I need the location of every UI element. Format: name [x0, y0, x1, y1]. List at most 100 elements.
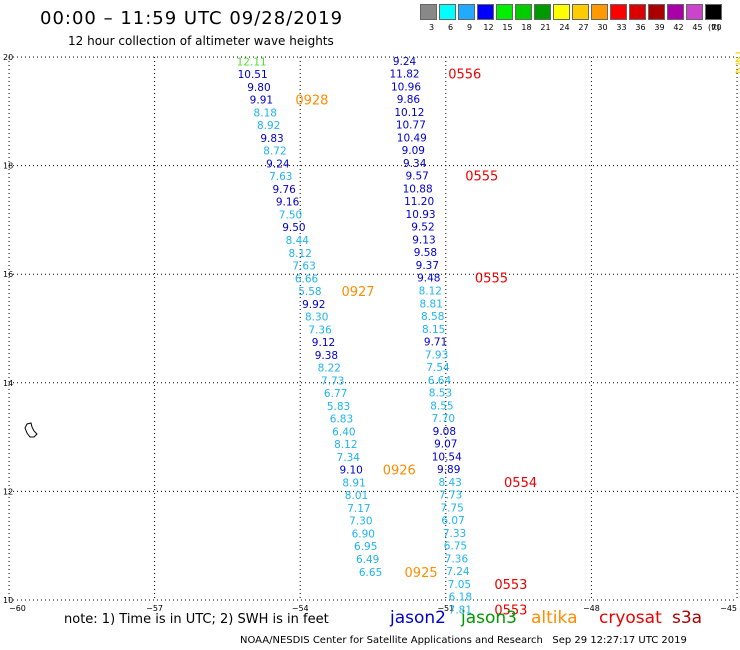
wave-height-value: 9.83 [260, 133, 283, 145]
legend-item-jason3: jason3 [461, 608, 517, 628]
wave-height-value: 8.12 [419, 285, 442, 297]
x-tick-label: −54 [292, 604, 309, 613]
wave-height-value: 7.63 [292, 261, 315, 273]
wave-height-value: 7.54 [426, 362, 450, 374]
scale-label: 18 [521, 23, 532, 32]
wave-height-value: 5.83 [327, 401, 350, 413]
wave-height-value: 9.52 [411, 222, 434, 234]
wave-height-value: 7.50 [279, 209, 302, 221]
pass-label: 0927 [341, 285, 374, 300]
wave-height-value: 7.34 [337, 452, 361, 464]
scale-swatch [534, 4, 551, 20]
scale-swatch [705, 4, 722, 20]
y-tick-label: 12 [3, 487, 13, 496]
wave-height-value: 6.66 [295, 273, 319, 285]
wave-height-value: 8.12 [289, 248, 312, 260]
wave-height-value: 6.65 [359, 567, 382, 579]
wave-height-value: 9.24 [393, 56, 417, 68]
pass-labels: 0928 0927 0926 0925 0556 0555 0555 0554 0553 0553… [295, 51, 740, 619]
wave-height-value: 10.49 [397, 132, 427, 144]
wave-height-value: 9.57 [405, 171, 428, 183]
wave-height-value: 7.70 [432, 413, 455, 425]
grid-lines [8, 56, 738, 601]
pass-label: 0554 [504, 476, 537, 491]
scale-label: 24 [559, 23, 570, 32]
wave-height-value: 9.34 [403, 158, 427, 170]
wave-height-value: 6.90 [352, 528, 375, 540]
wave-height-value: 7.81 [449, 605, 472, 617]
wave-height-value: 9.58 [414, 247, 437, 259]
pass-label: 21 [735, 51, 740, 66]
wave-height-value: 7.33 [443, 528, 466, 540]
scale-label: 30 [597, 23, 608, 32]
color-scale-unit: (ft) [708, 23, 721, 32]
wave-height-value: 9.12 [312, 337, 335, 349]
wave-height-value: 8.53 [429, 388, 452, 400]
wave-height-value: 9.71 [424, 337, 447, 349]
pass-label: 0925 [405, 566, 438, 581]
scale-label: 39 [654, 23, 665, 32]
scale-swatch [458, 4, 475, 20]
data-points: 12.1110.519.809.918.188.929.838.729.247.… [237, 56, 472, 617]
y-tick-label: 18 [3, 162, 13, 171]
pass-label: 0555 [465, 170, 498, 185]
wave-height-value: 7.73 [321, 375, 344, 387]
wave-height-value: 6.77 [324, 388, 347, 400]
wave-height-value: 9.48 [417, 273, 440, 285]
wave-height-value: 8.12 [334, 439, 357, 451]
wave-height-value: 6.64 [428, 375, 452, 387]
wave-height-value: 11.82 [390, 69, 420, 81]
credit-line: NOAA/NESDIS Center for Satellite Applica… [240, 635, 687, 646]
chart-title: 00:00 – 11:59 UTC 09/28/2019 [40, 8, 344, 29]
y-tick-label: 10 [3, 596, 13, 605]
wave-height-value: 7.93 [425, 349, 448, 361]
scale-swatch [648, 4, 665, 20]
pass-label: 0926 [383, 464, 416, 479]
scale-swatch [515, 4, 532, 20]
x-tick-label: −45 [720, 604, 737, 613]
land-outline [24, 422, 38, 438]
wave-height-value: 7.30 [349, 516, 372, 528]
wave-height-value: 9.76 [272, 184, 296, 196]
wave-height-value: 7.24 [446, 566, 470, 578]
wave-height-value: 8.43 [438, 477, 461, 489]
scale-swatch [610, 4, 627, 20]
wave-height-value: 9.24 [266, 158, 290, 170]
wave-height-value: 8.92 [257, 120, 280, 132]
wave-height-value: 10.51 [238, 69, 268, 81]
y-tick-label: 20 [3, 53, 13, 62]
wave-height-value: 7.63 [269, 171, 292, 183]
wave-height-value: 6.95 [354, 541, 377, 553]
wave-height-value: 7.36 [308, 324, 332, 336]
legend-item-altika: altika [531, 608, 578, 628]
wave-height-value: 5.58 [298, 286, 321, 298]
chart-subtitle: 12 hour collection of altimeter wave hei… [68, 34, 334, 48]
wave-height-value: 8.91 [342, 477, 365, 489]
scale-label: 33 [616, 23, 627, 32]
pass-label: 0928 [295, 94, 328, 109]
wave-height-value: 8.81 [420, 298, 443, 310]
legend-item-jason2: jason2 [390, 608, 446, 628]
wave-height-value: 9.80 [247, 82, 270, 94]
wave-height-value: 8.55 [430, 400, 453, 412]
wave-height-value: 8.30 [305, 312, 328, 324]
scale-swatch [420, 4, 437, 20]
wave-height-value: 9.86 [397, 94, 421, 106]
x-tick-label: −60 [9, 604, 26, 613]
x-tick-label: −51 [437, 604, 454, 613]
scale-swatch [572, 4, 589, 20]
scale-label: 27 [578, 23, 589, 32]
axis-tick-labels: −60 −57 −54 −51 −48 −45 10 12 14 16 18 20 [3, 53, 737, 613]
wave-height-value: 6.49 [356, 554, 379, 566]
scale-swatch [477, 4, 494, 20]
wave-height-value: 8.01 [345, 490, 368, 502]
wave-height-value: 10.93 [406, 209, 436, 221]
pass-label: 0555 [475, 272, 508, 287]
wave-height-value: 8.72 [263, 146, 286, 158]
wave-height-value: 8.18 [254, 107, 277, 119]
pass-label: 0553 [494, 578, 527, 593]
scale-label: 15 [502, 23, 513, 32]
scale-label: 45 [692, 23, 703, 32]
wave-height-value: 6.40 [332, 426, 355, 438]
